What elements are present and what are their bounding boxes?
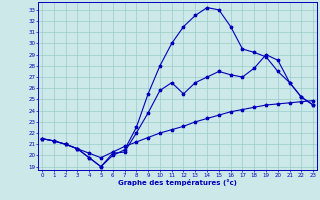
X-axis label: Graphe des températures (°c): Graphe des températures (°c) (118, 179, 237, 186)
